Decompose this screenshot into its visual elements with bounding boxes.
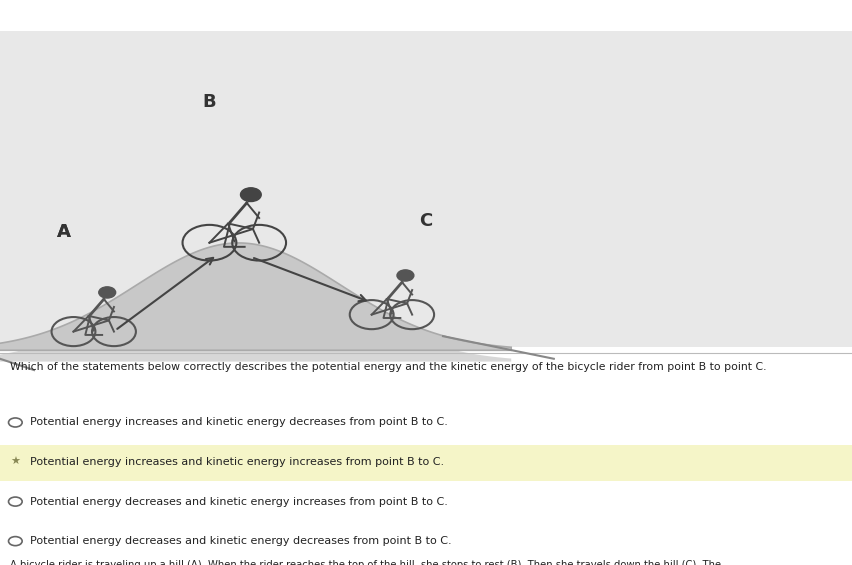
Text: A: A [57,223,71,241]
Text: ★: ★ [10,457,20,467]
Text: B: B [202,93,216,111]
Text: Potential energy decreases and kinetic energy decreases from point B to C.: Potential energy decreases and kinetic e… [30,536,452,546]
Text: A: A [57,223,71,241]
Text: C: C [419,212,433,230]
Circle shape [99,287,116,298]
Text: Potential energy decreases and kinetic energy increases from point B to C.: Potential energy decreases and kinetic e… [30,497,447,507]
Text: Which of the statements below correctly describes the potential energy and the k: Which of the statements below correctly … [10,362,767,372]
Text: Potential energy increases and kinetic energy increases from point B to C.: Potential energy increases and kinetic e… [30,457,444,467]
Polygon shape [0,254,511,362]
Text: Potential energy increases and kinetic energy decreases from point B to C.: Potential energy increases and kinetic e… [30,418,447,428]
Circle shape [240,188,262,202]
Text: A bicycle rider is traveling up a hill (A). When the rider reaches the top of th: A bicycle rider is traveling up a hill (… [10,560,722,565]
FancyBboxPatch shape [0,31,852,347]
Polygon shape [0,243,511,350]
FancyBboxPatch shape [0,445,852,481]
Circle shape [397,270,414,281]
